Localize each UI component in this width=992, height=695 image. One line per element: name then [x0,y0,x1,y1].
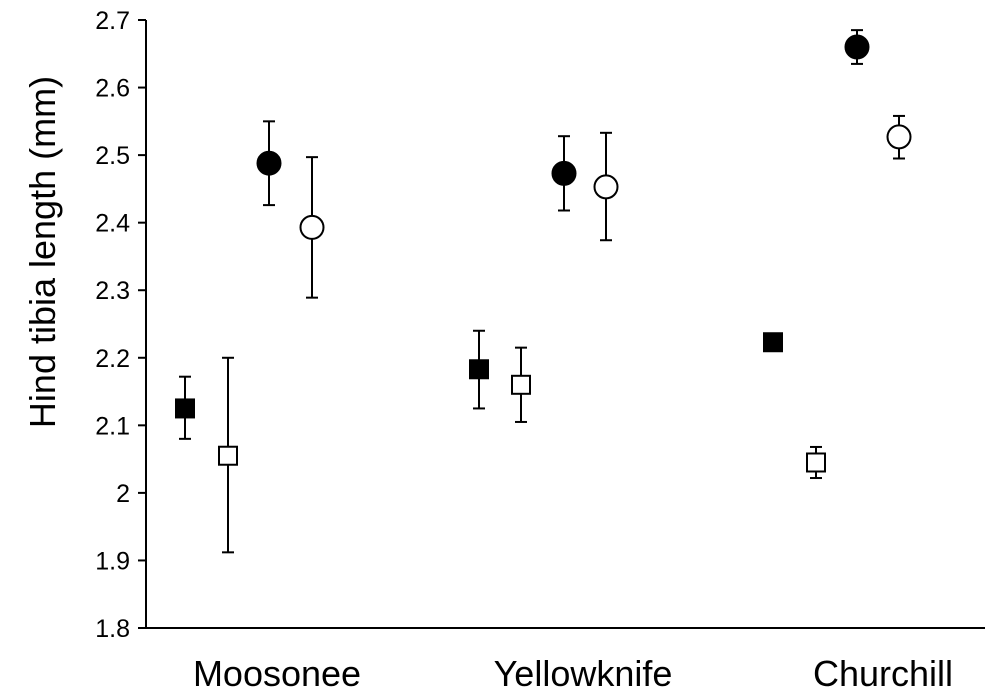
y-axis-title: Hind tibia length (mm) [22,76,63,428]
y-tick-label: 2.4 [95,210,130,238]
data-point-circle [299,214,325,240]
data-point-circle [844,34,870,60]
y-tick-label: 1.9 [95,547,130,575]
x-category-label: Churchill [813,653,953,694]
data-point-square [806,452,826,473]
data-marks [175,29,912,554]
y-tick-label: 2.6 [95,75,130,103]
y-tick-label: 2.1 [95,412,130,440]
y-tick-label: 2.7 [95,7,130,35]
y-tick-label: 2 [116,480,130,508]
y-ticks: 1.8 1.9 2 2.1 2.2 2.3 2.4 2.5 2.6 2.7 [95,7,146,643]
x-category-label: Moosonee [193,653,361,694]
y-tick-label: 2.2 [95,345,130,373]
y-tick-label: 1.8 [95,615,130,643]
data-point-square [469,359,489,380]
y-tick-label: 2.5 [95,142,130,170]
data-point-circle [551,160,577,186]
data-point-circle [256,150,282,176]
y-tick-label: 2.3 [95,277,130,305]
x-labels: Moosonee Yellowknife Churchill [193,653,953,694]
data-point-circle [886,124,912,150]
data-point-square [218,445,238,466]
data-point-square [511,374,531,395]
data-point-square [763,332,783,353]
data-point-square [175,398,195,419]
x-category-label: Yellowknife [494,653,673,694]
data-point-circle [593,174,619,200]
